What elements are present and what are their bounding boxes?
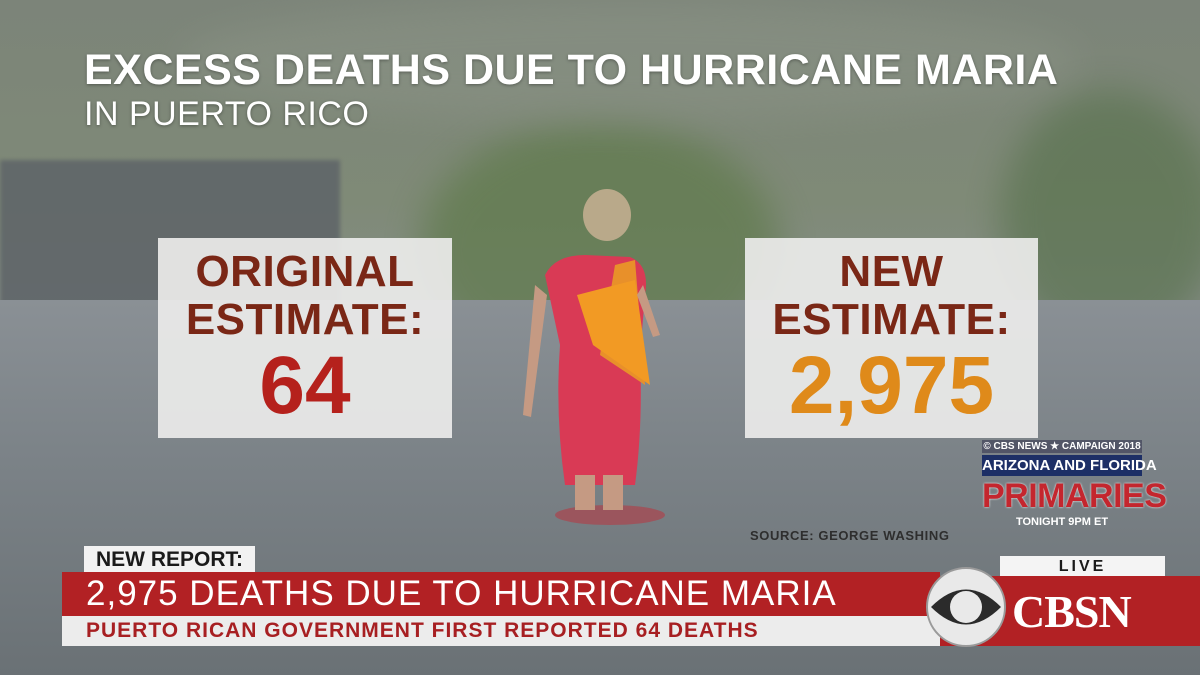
new-estimate-card: NEW ESTIMATE: 2,975	[745, 238, 1038, 438]
sky-blur	[180, 0, 1080, 120]
original-estimate-value: 64	[259, 340, 351, 431]
new-estimate-label: NEW ESTIMATE:	[772, 247, 1011, 344]
subline-text: PUERTO RICAN GOVERNMENT FIRST REPORTED 6…	[86, 619, 759, 642]
headline-bar: 2,975 DEATHS DUE TO HURRICANE MARIA	[62, 572, 940, 616]
promo-network-line: © CBS NEWS ★ CAMPAIGN 2018	[982, 440, 1142, 453]
original-estimate-card: ORIGINAL ESTIMATE: 64	[158, 238, 452, 438]
woman-wading-figure	[523, 189, 665, 525]
new-report-tag: NEW REPORT:	[84, 546, 255, 572]
original-estimate-label: ORIGINAL ESTIMATE:	[185, 247, 425, 344]
promo-title: PRIMARIES	[982, 477, 1167, 515]
new-estimate-value: 2,975	[788, 340, 995, 431]
graphic-title: EXCESS DEATHS DUE TO HURRICANE MARIA	[84, 46, 1059, 94]
subline-bar: PUERTO RICAN GOVERNMENT FIRST REPORTED 6…	[62, 616, 940, 646]
network-logo-text: CBSN	[1012, 586, 1132, 637]
promo-states: ARIZONA AND FLORIDA	[982, 455, 1157, 476]
lower-third: NEW REPORT: 2,975 DEATHS DUE TO HURRICAN…	[62, 546, 1200, 646]
headline-text: 2,975 DEATHS DUE TO HURRICANE MARIA	[86, 574, 837, 613]
cbs-eye-icon	[926, 567, 1006, 647]
source-credit: SOURCE: GEORGE WASHING	[750, 528, 950, 543]
graphic-subtitle: IN PUERTO RICO	[84, 95, 370, 133]
promo-time: TONIGHT 9PM ET	[1015, 516, 1109, 528]
live-badge: LIVE	[1000, 556, 1165, 576]
campaign-promo: © CBS NEWS ★ CAMPAIGN 2018 ARIZONA AND F…	[982, 440, 1167, 528]
